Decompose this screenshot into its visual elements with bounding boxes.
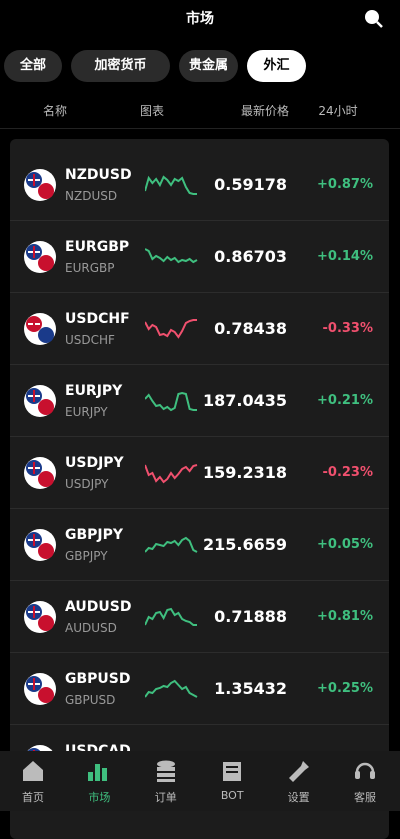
currency-flag [24, 313, 56, 345]
pair-symbol[interactable]: USDJPY [65, 455, 124, 471]
sparkline [145, 607, 197, 626]
pair-subtitle: GBPUSD [65, 693, 116, 707]
app-screen: {"header":{"title":"市场"}, "tabs":["全部","… [0, 7, 400, 839]
sparkline [145, 536, 198, 553]
latest-price: 1.35432 [214, 679, 287, 698]
column-header: 24小时 [318, 104, 358, 118]
nav-label[interactable]: BOT [220, 789, 244, 802]
pair-symbol[interactable]: EURJPY [65, 383, 123, 399]
change-24h: -0.23% [322, 465, 374, 480]
divider [0, 128, 400, 129]
filter-tab[interactable]: 外汇 [247, 50, 306, 82]
latest-price: 187.0435 [202, 391, 287, 410]
currency-flag [24, 601, 56, 633]
row-separator [10, 652, 389, 653]
filter-tab[interactable]: 贵金属 [179, 50, 238, 82]
latest-price: 0.59178 [214, 175, 287, 194]
nav-label[interactable]: 设置 [287, 791, 310, 804]
currency-flag [24, 529, 56, 561]
pair-subtitle: USDCHF [65, 333, 115, 347]
latest-price: 0.86703 [214, 247, 287, 266]
column-header: 最新价格 [240, 104, 289, 118]
row-separator [10, 436, 389, 437]
row-separator [10, 724, 389, 725]
pair-subtitle: EURGBP [65, 261, 115, 275]
row-separator [10, 580, 389, 581]
pair-symbol[interactable]: GBPJPY [65, 527, 124, 543]
search-icon[interactable] [362, 7, 384, 29]
pair-subtitle: NZDUSD [65, 189, 118, 203]
row-separator [10, 292, 389, 293]
row-separator [10, 220, 389, 221]
sparkline [145, 248, 198, 264]
row-separator [10, 364, 389, 365]
sparkline [145, 175, 197, 195]
change-24h: +0.05% [317, 537, 373, 552]
pair-subtitle: GBPJPY [65, 549, 108, 563]
column-header: 名称 [42, 104, 67, 118]
change-24h: +0.87% [317, 177, 373, 192]
change-24h: +0.14% [317, 249, 373, 264]
nav-icon[interactable] [19, 758, 47, 784]
list-card [10, 139, 389, 839]
currency-flag [24, 241, 56, 273]
latest-price: 215.6659 [202, 535, 287, 554]
pair-subtitle: USDJPY [65, 477, 109, 491]
latest-price: 0.71888 [214, 607, 287, 626]
pair-symbol[interactable]: NZDUSD [65, 167, 132, 183]
pair-symbol[interactable]: GBPUSD [65, 671, 131, 687]
nav-icon[interactable] [351, 758, 379, 784]
currency-flag [24, 673, 56, 705]
nav-icon[interactable] [152, 758, 180, 784]
change-24h: -0.33% [322, 321, 374, 336]
row-separator [10, 508, 389, 509]
column-header: 图表 [139, 104, 164, 118]
page-title: 市场 [186, 11, 214, 27]
pair-symbol[interactable]: AUDUSD [65, 599, 132, 615]
change-24h: +0.21% [317, 393, 373, 408]
sparkline [145, 679, 198, 698]
pair-subtitle: EURJPY [65, 405, 108, 419]
pair-symbol[interactable]: USDCHF [65, 311, 130, 327]
nav-icon[interactable] [285, 758, 313, 784]
sparkline [145, 464, 198, 484]
latest-price: 0.78438 [214, 319, 287, 338]
pair-symbol[interactable]: EURGBP [65, 239, 130, 255]
pair-subtitle: AUDUSD [65, 621, 117, 635]
sparkline [145, 319, 197, 339]
nav-icon[interactable] [218, 758, 246, 784]
change-24h: +0.81% [317, 609, 373, 624]
currency-flag [24, 385, 56, 417]
filter-tab[interactable]: 全部 [4, 50, 62, 82]
nav-icon[interactable] [85, 758, 113, 784]
currency-flag [24, 169, 56, 201]
nav-label[interactable]: 客服 [354, 791, 376, 804]
latest-price: 159.2318 [202, 463, 287, 482]
nav-label[interactable]: 首页 [22, 791, 44, 804]
change-24h: +0.25% [317, 681, 373, 696]
nav-label[interactable]: 市场 [88, 791, 111, 804]
nav-label[interactable]: 订单 [154, 791, 177, 804]
currency-flag [24, 457, 56, 489]
bottom-nav [0, 751, 400, 811]
filter-tab[interactable]: 加密货币 [71, 50, 170, 82]
sparkline [145, 391, 197, 412]
